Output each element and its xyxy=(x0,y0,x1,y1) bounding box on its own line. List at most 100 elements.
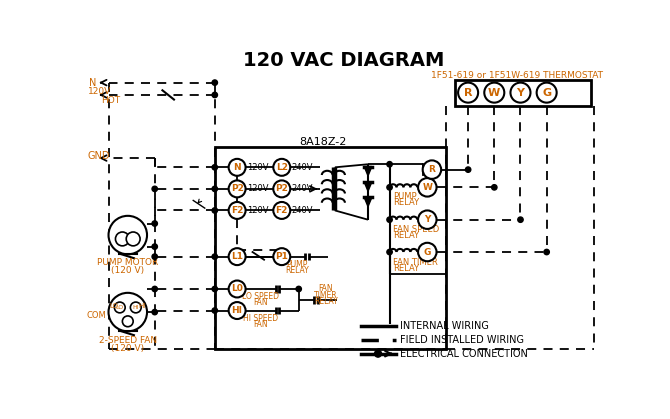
Circle shape xyxy=(152,286,157,292)
Circle shape xyxy=(458,83,478,103)
Text: 120V: 120V xyxy=(88,87,111,96)
Circle shape xyxy=(212,208,218,213)
Circle shape xyxy=(418,243,437,261)
Circle shape xyxy=(228,280,246,297)
Text: N: N xyxy=(88,78,96,88)
Text: FAN: FAN xyxy=(253,298,267,308)
Text: 240V: 240V xyxy=(292,206,314,215)
Circle shape xyxy=(152,244,157,249)
Text: N: N xyxy=(233,163,241,172)
Text: RELAY: RELAY xyxy=(314,297,338,306)
Text: P2: P2 xyxy=(230,184,244,194)
Circle shape xyxy=(273,159,290,176)
Circle shape xyxy=(228,202,246,219)
Circle shape xyxy=(212,254,218,259)
Circle shape xyxy=(228,181,246,197)
Circle shape xyxy=(212,92,218,98)
Text: RELAY: RELAY xyxy=(393,231,419,241)
Circle shape xyxy=(273,202,290,219)
Text: PUMP: PUMP xyxy=(287,260,308,269)
Circle shape xyxy=(296,286,302,292)
Circle shape xyxy=(228,248,246,265)
Circle shape xyxy=(126,232,140,246)
Circle shape xyxy=(212,186,218,191)
Text: (120 V): (120 V) xyxy=(111,266,144,275)
Bar xyxy=(215,147,446,349)
Text: R: R xyxy=(429,165,436,174)
Circle shape xyxy=(273,181,290,197)
Text: L0: L0 xyxy=(231,285,243,293)
Polygon shape xyxy=(364,197,372,207)
Text: 1F51-619 or 1F51W-619 THERMOSTAT: 1F51-619 or 1F51W-619 THERMOSTAT xyxy=(431,71,602,80)
Text: F2: F2 xyxy=(275,206,288,215)
Text: HOT: HOT xyxy=(100,96,120,105)
Text: L2: L2 xyxy=(276,163,288,172)
Circle shape xyxy=(387,249,392,255)
Text: RELAY: RELAY xyxy=(285,266,309,275)
Circle shape xyxy=(484,83,505,103)
Text: RELAY: RELAY xyxy=(393,264,419,273)
Text: PUMP: PUMP xyxy=(393,192,417,201)
Circle shape xyxy=(518,217,523,222)
Text: LO SPEED: LO SPEED xyxy=(242,292,279,301)
Text: W: W xyxy=(422,183,432,192)
Circle shape xyxy=(115,302,125,313)
Text: LO: LO xyxy=(116,305,124,310)
Circle shape xyxy=(123,316,133,327)
Circle shape xyxy=(212,80,218,85)
Circle shape xyxy=(152,221,157,226)
Text: TIMER: TIMER xyxy=(314,291,338,300)
Circle shape xyxy=(109,293,147,331)
Text: Y: Y xyxy=(424,215,431,224)
Text: HI SPEED: HI SPEED xyxy=(243,314,278,323)
Text: 120 VAC DIAGRAM: 120 VAC DIAGRAM xyxy=(243,51,444,70)
Text: 240V: 240V xyxy=(292,163,314,172)
Circle shape xyxy=(418,210,437,229)
Circle shape xyxy=(511,83,531,103)
Circle shape xyxy=(537,83,557,103)
Bar xyxy=(455,80,590,106)
Text: (120 V): (120 V) xyxy=(111,344,144,353)
Text: ELECTRICAL CONNECTION: ELECTRICAL CONNECTION xyxy=(399,349,527,359)
Text: INTERNAL WIRING: INTERNAL WIRING xyxy=(399,321,488,331)
Text: R: R xyxy=(464,88,472,98)
Text: G: G xyxy=(542,88,551,98)
Text: HI: HI xyxy=(138,303,145,309)
Text: LO: LO xyxy=(109,303,119,309)
Text: HI: HI xyxy=(133,305,139,310)
Circle shape xyxy=(115,232,129,246)
Text: FAN: FAN xyxy=(318,285,333,293)
Circle shape xyxy=(273,248,290,265)
Text: COM: COM xyxy=(86,311,107,321)
Circle shape xyxy=(109,216,147,254)
Polygon shape xyxy=(364,166,372,176)
Text: FAN: FAN xyxy=(253,320,267,329)
Text: F2: F2 xyxy=(231,206,243,215)
Circle shape xyxy=(544,249,549,255)
Text: RELAY: RELAY xyxy=(393,198,419,207)
Text: 120V: 120V xyxy=(247,184,269,194)
Circle shape xyxy=(387,217,392,222)
Text: 2-SPEED FAN: 2-SPEED FAN xyxy=(98,336,157,345)
Circle shape xyxy=(466,167,471,172)
Text: 120V: 120V xyxy=(247,206,269,215)
Text: FIELD INSTALLED WIRING: FIELD INSTALLED WIRING xyxy=(399,335,523,345)
Circle shape xyxy=(387,162,392,167)
Circle shape xyxy=(152,254,157,259)
Text: FAN SPEED: FAN SPEED xyxy=(393,225,440,234)
Circle shape xyxy=(212,165,218,170)
Circle shape xyxy=(228,302,246,319)
Text: FAN TIMER: FAN TIMER xyxy=(393,258,438,266)
Polygon shape xyxy=(364,182,372,191)
Circle shape xyxy=(375,350,381,357)
Text: PUMP MOTOR: PUMP MOTOR xyxy=(97,258,158,267)
Circle shape xyxy=(152,309,157,315)
Text: W: W xyxy=(488,88,500,98)
Text: 120V: 120V xyxy=(247,163,269,172)
Text: L1: L1 xyxy=(231,252,243,261)
Circle shape xyxy=(212,286,218,292)
Text: Y: Y xyxy=(517,88,525,98)
Text: GND: GND xyxy=(88,151,111,161)
Circle shape xyxy=(492,185,497,190)
Circle shape xyxy=(387,185,392,190)
